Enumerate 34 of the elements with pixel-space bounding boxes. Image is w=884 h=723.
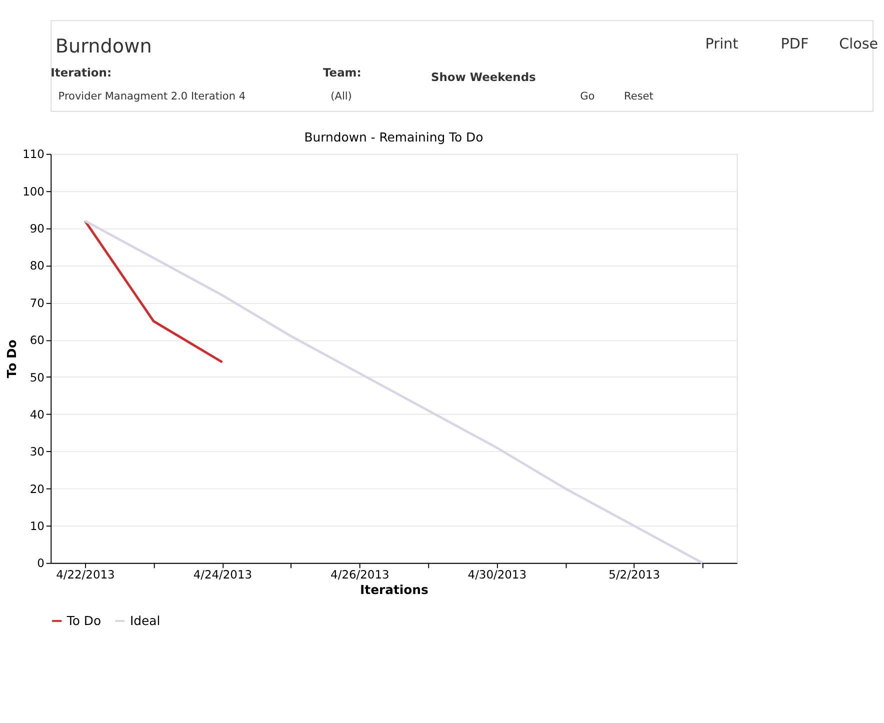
y-tick-label: 50 bbox=[30, 370, 44, 384]
text: Provider Managment 2.0 Iteration 4 bbox=[58, 90, 246, 102]
x-axis-title: Iterations bbox=[360, 582, 428, 597]
text: Iteration: bbox=[50, 65, 112, 80]
y-axis-title: To Do bbox=[4, 340, 19, 378]
y-tick-label: 100 bbox=[22, 184, 44, 198]
chart-title: Burndown - Remaining To Do bbox=[304, 129, 484, 144]
text: Show Weekends bbox=[431, 70, 536, 84]
x-tick-label: 4/30/2013 bbox=[468, 568, 527, 582]
legend-label: Ideal bbox=[130, 612, 160, 628]
text: Go bbox=[580, 90, 595, 102]
x-tick-label: 4/26/2013 bbox=[330, 568, 390, 582]
x-tick-label: 5/2/2013 bbox=[608, 568, 660, 582]
x-tick-label: 4/22/2013 bbox=[56, 568, 115, 582]
y-tick-label: 40 bbox=[30, 407, 44, 422]
text: PDF bbox=[780, 36, 809, 53]
text: (All) bbox=[330, 90, 352, 102]
y-tick-label: 0 bbox=[37, 556, 44, 570]
y-tick-label: 60 bbox=[30, 333, 44, 348]
text: Reset bbox=[624, 90, 654, 102]
x-tick-label: 4/24/2013 bbox=[193, 568, 252, 582]
y-tick-label: 80 bbox=[30, 258, 44, 273]
text: Burndown bbox=[55, 34, 152, 58]
y-tick-label: 90 bbox=[30, 222, 44, 236]
text: Team: bbox=[323, 65, 362, 80]
line-series bbox=[84, 220, 704, 564]
y-tick-label: 20 bbox=[30, 482, 44, 496]
y-tick-label: 70 bbox=[30, 296, 44, 310]
y-tick-label: 10 bbox=[30, 519, 44, 534]
legend-label: To Do bbox=[66, 612, 102, 628]
text: Close bbox=[839, 36, 878, 53]
text: Print bbox=[705, 36, 739, 53]
y-tick-label: 30 bbox=[30, 444, 44, 459]
y-tick-label: 110 bbox=[22, 147, 44, 162]
